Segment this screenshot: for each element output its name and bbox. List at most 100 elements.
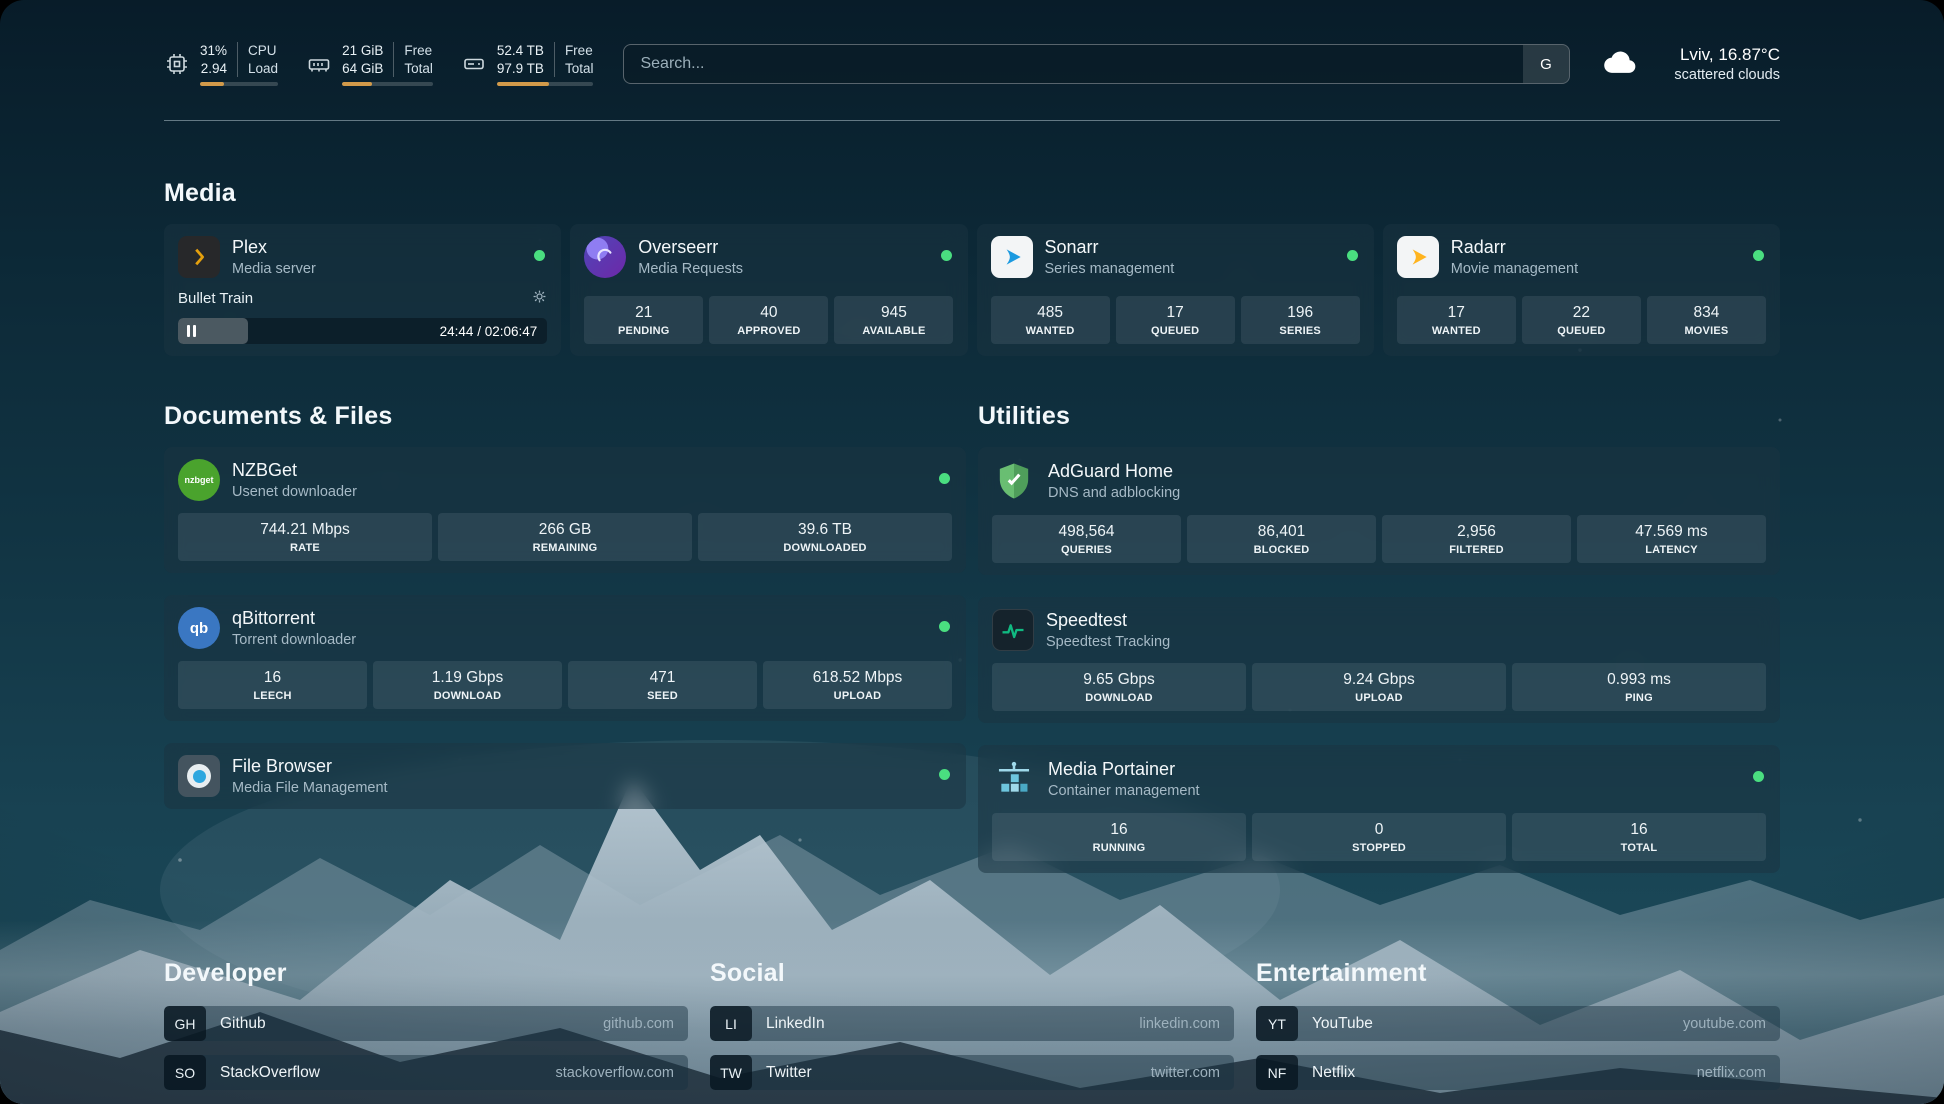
status-indicator [534, 250, 546, 261]
bookmark-netflix[interactable]: NF Netflix netflix.com [1256, 1055, 1780, 1090]
cpu-widget: 31% 2.94 CPU Load [164, 41, 279, 87]
bookmarks-developer: Developer GH Github github.com SO StackO… [164, 959, 688, 1104]
developer-section-title: Developer [164, 959, 287, 987]
radarr-card[interactable]: Radarr Movie management 17 WANTED 22 QUE… [1382, 224, 1780, 356]
status-indicator [939, 621, 950, 632]
plex-icon [178, 236, 220, 278]
pause-icon[interactable] [187, 325, 196, 337]
service-description: Movie management [1450, 261, 1579, 277]
bookmark-url: linkedin.com [1139, 1015, 1220, 1032]
memory-widget: 21 GiB 64 GiB Free Total [306, 41, 433, 87]
service-description: Usenet downloader [232, 484, 357, 500]
bookmark-twitter[interactable]: TW Twitter twitter.com [710, 1055, 1234, 1090]
service-description: Container management [1048, 783, 1200, 799]
utilities-section-title: Utilities [978, 402, 1071, 430]
service-name: Plex [232, 237, 268, 257]
status-indicator [1753, 250, 1764, 261]
entertainment-section-title: Entertainment [1256, 959, 1427, 987]
search-provider-button[interactable]: G [1523, 45, 1569, 83]
cpu-progress-fill [200, 82, 225, 87]
bookmark-abbr: TW [710, 1055, 752, 1090]
service-name: Sonarr [1044, 237, 1099, 257]
speedtest-icon [992, 609, 1034, 651]
bookmark-abbr: YT [1256, 1006, 1298, 1041]
now-playing-title: Bullet Train [178, 290, 254, 307]
bookmarks-area: Developer GH Github github.com SO StackO… [164, 959, 1780, 1104]
search-input[interactable] [624, 45, 1523, 83]
stat-pending: 21 PENDING [584, 296, 704, 344]
stat-queries: 498,564 QUERIES [992, 515, 1181, 563]
portainer-icon [992, 757, 1036, 801]
settings-icon[interactable] [532, 289, 547, 308]
bookmark-stackoverflow[interactable]: SO StackOverflow stackoverflow.com [164, 1055, 688, 1090]
stat-downloaded: 39.6 TB DOWNLOADED [698, 513, 952, 561]
cloud-icon [1600, 42, 1640, 87]
status-indicator [1346, 250, 1358, 261]
speedtest-card[interactable]: Speedtest Speedtest Tracking 9.65 Gbps D… [978, 597, 1780, 723]
section-utilities: Utilities [978, 402, 1780, 895]
qbittorrent-card[interactable]: qb qBittorrent Torrent downloader 16 LEE… [164, 595, 966, 721]
stat-wanted: 17 WANTED [1396, 296, 1516, 344]
cpu-icon [164, 51, 190, 77]
stat-approved: 40 APPROVED [709, 296, 829, 344]
bookmark-name: Github [220, 1014, 266, 1032]
qbittorrent-icon: qb [178, 607, 220, 649]
cpu-usage-value: 31% [200, 42, 228, 58]
bookmarks-social: Social LI LinkedIn linkedin.com TW Twitt… [710, 959, 1234, 1104]
bookmark-abbr: SO [164, 1055, 206, 1090]
weather-location: Lviv, 16.87°C [1679, 45, 1780, 64]
cpu-load-value: 2.94 [200, 60, 228, 76]
bookmark-name: StackOverflow [220, 1063, 320, 1081]
sonarr-icon [990, 236, 1033, 278]
bookmark-url: youtube.com [1682, 1015, 1766, 1032]
overseerr-icon [584, 236, 627, 278]
bookmark-url: github.com [603, 1015, 674, 1032]
memory-total-value: 64 GiB [342, 60, 384, 76]
disk-icon [461, 51, 487, 77]
bookmark-abbr: NF [1256, 1055, 1298, 1090]
stat-filtered: 2,956 FILTERED [1382, 515, 1571, 563]
weather-widget: Lviv, 16.87°C scattered clouds [1600, 42, 1780, 87]
search-bar: G [623, 44, 1570, 84]
filebrowser-icon [178, 755, 220, 797]
service-name: qBittorrent [232, 608, 316, 628]
weather-condition: scattered clouds [1674, 67, 1780, 83]
bookmark-github[interactable]: GH Github github.com [164, 1006, 688, 1041]
service-description: Torrent downloader [232, 632, 357, 648]
sonarr-card[interactable]: Sonarr Series management 485 WANTED 17 Q… [976, 224, 1374, 356]
stat-download: 9.65 Gbps DOWNLOAD [992, 663, 1246, 711]
nzbget-card[interactable]: nzbget NZBGet Usenet downloader 744.21 M… [164, 447, 966, 573]
overseerr-card[interactable]: Overseerr Media Requests 21 PENDING 40 A… [570, 224, 968, 356]
media-section-title: Media [164, 179, 236, 207]
cpu-label: CPU [248, 42, 277, 58]
stat-remaining: 266 GB REMAINING [438, 513, 692, 561]
disk-progressbar [496, 82, 594, 87]
stat-blocked: 86,401 BLOCKED [1187, 515, 1376, 563]
cpu-progressbar [200, 82, 279, 87]
disk-total-label: Total [564, 60, 594, 76]
portainer-card[interactable]: Media Portainer Container management 16 … [978, 745, 1780, 873]
top-bar: 31% 2.94 CPU Load [164, 36, 1780, 92]
bookmark-abbr: GH [164, 1006, 206, 1041]
stat-download: 1.19 Gbps DOWNLOAD [373, 661, 562, 709]
disk-free-label: Free [564, 42, 593, 58]
plex-card[interactable]: Plex Media server Bullet Train [164, 224, 562, 356]
resource-widgets: 31% 2.94 CPU Load [164, 41, 594, 87]
bookmark-linkedin[interactable]: LI LinkedIn linkedin.com [710, 1006, 1234, 1041]
memory-progress-fill [342, 82, 373, 87]
bookmark-url: stackoverflow.com [555, 1064, 674, 1081]
bookmark-url: twitter.com [1150, 1064, 1220, 1081]
stat-queued: 22 QUEUED [1521, 296, 1641, 344]
service-description: DNS and adblocking [1048, 485, 1181, 501]
adguard-card[interactable]: AdGuard Home DNS and adblocking 498,564 … [978, 447, 1780, 575]
filebrowser-card[interactable]: File Browser Media File Management [164, 743, 966, 809]
bookmark-youtube[interactable]: YT YouTube youtube.com [1256, 1006, 1780, 1041]
bookmark-name: Netflix [1312, 1063, 1356, 1081]
service-name: NZBGet [232, 460, 298, 480]
playback-progressbar[interactable]: 24:44 / 02:06:47 [178, 318, 548, 344]
memory-icon [306, 51, 332, 77]
stat-running: 16 RUNNING [992, 813, 1246, 861]
service-name: Media Portainer [1048, 759, 1176, 779]
status-indicator [940, 250, 952, 261]
